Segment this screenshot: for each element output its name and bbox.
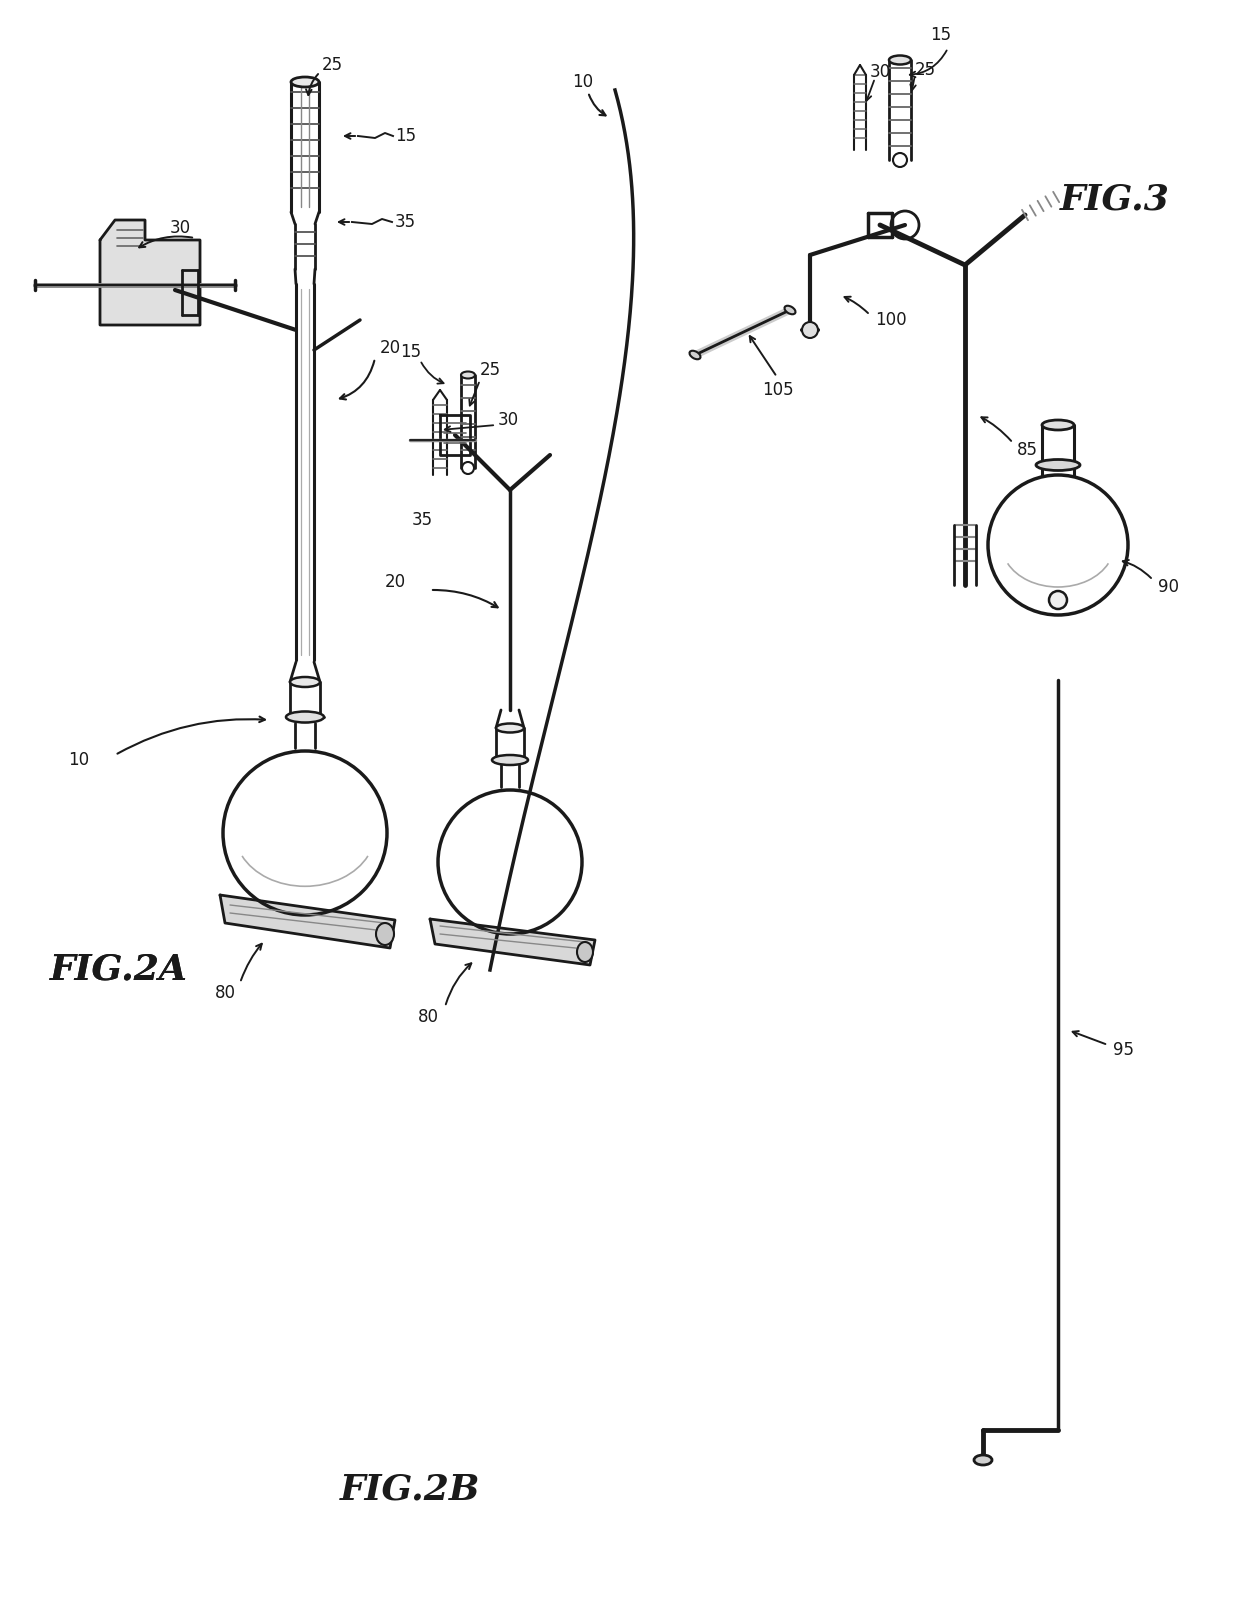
Text: 80: 80: [418, 1009, 439, 1027]
Ellipse shape: [889, 55, 911, 65]
Ellipse shape: [376, 923, 394, 946]
Text: 85: 85: [1017, 441, 1038, 458]
Text: 15: 15: [930, 26, 951, 44]
Text: 30: 30: [170, 220, 191, 237]
Text: 35: 35: [396, 213, 417, 231]
Text: 105: 105: [763, 381, 794, 399]
Ellipse shape: [286, 712, 324, 723]
Text: 25: 25: [480, 362, 501, 379]
Polygon shape: [430, 918, 595, 965]
Circle shape: [802, 323, 818, 337]
Ellipse shape: [785, 305, 796, 315]
Text: 30: 30: [498, 412, 520, 429]
Polygon shape: [219, 896, 396, 947]
Text: FIG.3: FIG.3: [1060, 182, 1169, 216]
Text: 20: 20: [384, 573, 407, 591]
Ellipse shape: [689, 350, 701, 360]
Text: 15: 15: [401, 344, 422, 362]
Text: FIG.2A: FIG.2A: [50, 952, 188, 988]
Text: 35: 35: [412, 512, 433, 529]
Text: 15: 15: [396, 128, 417, 145]
Text: 80: 80: [215, 985, 236, 1002]
Circle shape: [1049, 591, 1066, 608]
Text: 20: 20: [379, 339, 401, 357]
Ellipse shape: [1035, 460, 1080, 471]
Ellipse shape: [496, 723, 525, 733]
Text: FIG.2A: FIG.2A: [50, 952, 188, 988]
Ellipse shape: [577, 943, 593, 962]
Text: 10: 10: [68, 751, 89, 768]
Text: 10: 10: [572, 73, 593, 90]
Text: 95: 95: [1114, 1041, 1135, 1059]
Ellipse shape: [290, 676, 320, 688]
Ellipse shape: [492, 755, 528, 765]
Text: FIG.2B: FIG.2B: [340, 1474, 480, 1507]
Text: 25: 25: [915, 61, 936, 79]
Ellipse shape: [973, 1454, 992, 1466]
Text: 100: 100: [875, 312, 906, 329]
Ellipse shape: [291, 77, 319, 87]
Text: 30: 30: [870, 63, 892, 81]
Text: 25: 25: [322, 56, 343, 74]
Ellipse shape: [461, 371, 475, 379]
Text: 90: 90: [1158, 578, 1179, 596]
Polygon shape: [100, 220, 200, 324]
Ellipse shape: [1042, 420, 1074, 429]
